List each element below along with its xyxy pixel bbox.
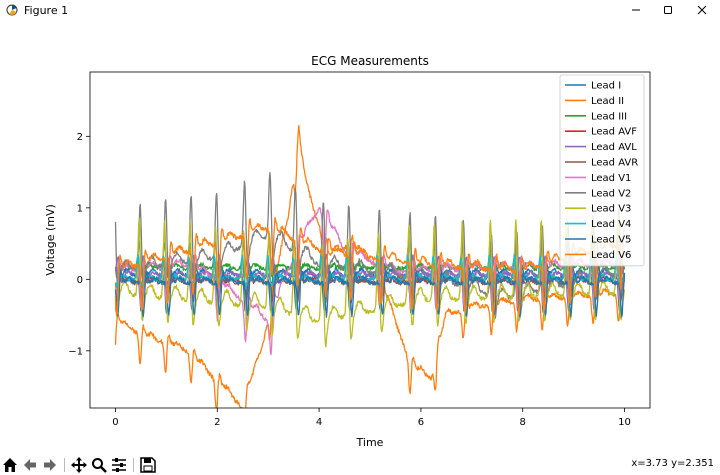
series-line-lead-v5	[114, 269, 626, 318]
window-title: Figure 1	[24, 3, 69, 17]
y-tick-label: −1	[68, 346, 83, 357]
maximize-icon	[664, 6, 672, 14]
x-tick-label: 2	[214, 417, 220, 428]
cursor-coordinates: x=3.73 y=2.351	[631, 458, 714, 469]
series-group	[114, 124, 626, 408]
legend-box	[559, 74, 645, 267]
y-axis-label: Voltage (mV)	[44, 204, 57, 276]
chart-title: ECG Measurements	[311, 54, 429, 68]
forward-icon	[44, 459, 56, 471]
forward-button[interactable]	[40, 455, 60, 475]
save-icon	[140, 457, 156, 473]
save-button[interactable]	[138, 455, 158, 475]
legend-label: Lead AVF	[591, 127, 637, 138]
y-tick-label: 2	[77, 132, 83, 143]
legend-label: Lead AVR	[591, 158, 638, 169]
legend-label: Lead AVL	[591, 142, 637, 153]
legend-label: Lead V6	[591, 250, 631, 261]
title-bar: Figure 1	[0, 0, 720, 20]
pan-button[interactable]	[69, 455, 89, 475]
legend-label: Lead II	[591, 96, 624, 107]
zoom-button[interactable]	[89, 455, 109, 475]
maximize-button[interactable]	[654, 0, 682, 20]
home-button[interactable]	[0, 455, 20, 475]
minimize-button[interactable]	[622, 0, 650, 20]
x-tick-label: 0	[112, 417, 118, 428]
back-button[interactable]	[20, 455, 40, 475]
matplotlib-app-icon	[6, 4, 18, 16]
back-icon	[24, 459, 36, 471]
minimize-icon	[632, 9, 640, 11]
legend-label: Lead I	[591, 81, 621, 92]
legend: Lead I Lead II Lead III Lead AVF Lead AVL Lea…	[559, 74, 645, 267]
series-line-lead-v6	[114, 216, 626, 317]
y-tick-label: 1	[77, 203, 83, 214]
legend-label: Lead V5	[591, 235, 631, 246]
x-tick-label: 10	[618, 417, 631, 428]
x-tick-label: 8	[520, 417, 526, 428]
series-line-lead-v2	[114, 172, 626, 320]
home-icon	[3, 458, 17, 472]
legend-label: Lead V3	[591, 204, 631, 215]
close-icon	[697, 5, 707, 15]
legend-label: Lead V1	[591, 173, 631, 184]
y-tick-label: 0	[77, 275, 83, 286]
close-button[interactable]	[688, 0, 716, 20]
legend-label: Lead III	[591, 111, 627, 122]
series-line-lead-v4	[114, 253, 626, 289]
x-axis-label: Time	[356, 436, 384, 449]
pan-icon	[71, 457, 87, 473]
toolbar-separator	[64, 458, 65, 472]
x-tick-label: 4	[316, 417, 322, 428]
zoom-icon	[92, 458, 107, 473]
navigation-toolbar: x=3.73 y=2.351	[0, 455, 720, 475]
configure-button[interactable]	[109, 455, 129, 475]
toolbar-separator	[133, 458, 134, 472]
axes-frame	[89, 71, 651, 409]
legend-label: Lead V4	[591, 219, 631, 230]
legend-label: Lead V2	[591, 188, 631, 199]
figure-canvas[interactable]: ECG Measurements Time Voltage (mV) 0 2 4 6 8 10−…	[0, 20, 720, 450]
configure-icon	[112, 458, 126, 472]
x-tick-label: 6	[418, 417, 424, 428]
